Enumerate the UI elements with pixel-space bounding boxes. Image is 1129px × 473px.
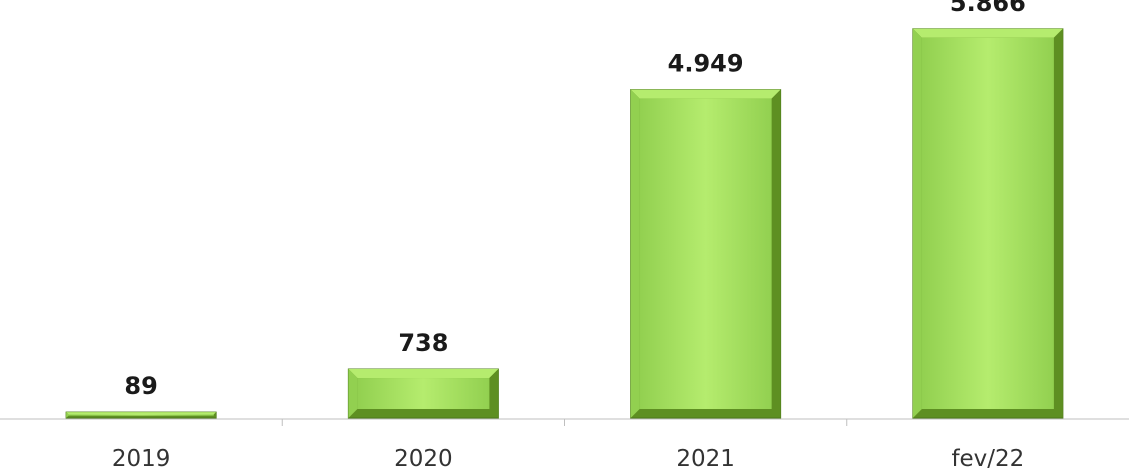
bar-face: [921, 37, 1054, 409]
data-label: 738: [398, 329, 448, 357]
bar-2020: [347, 368, 499, 419]
bars-layer: [65, 28, 1064, 419]
bar-bevel-right: [213, 412, 217, 418]
x-tick-label: 2020: [394, 446, 453, 472]
data-label: 5.866: [950, 0, 1026, 17]
bar-bevel-right: [1053, 28, 1063, 418]
bar-bevel-top: [912, 28, 1063, 38]
bar-bevel-left: [348, 369, 358, 418]
data-label: 4.949: [668, 50, 744, 78]
bar-bevel-left: [912, 28, 922, 418]
bar-face: [357, 378, 490, 409]
x-tick-label: 2021: [676, 446, 735, 472]
x-tick-label: 2019: [112, 446, 171, 472]
bar-bevel-left: [66, 412, 69, 418]
bar-bevel-left: [630, 89, 640, 418]
bar-face: [639, 98, 772, 409]
bar-face: [68, 414, 214, 416]
labels-layer: 89 2019 738 2020 4.949 2021 5.866 fev/22: [112, 0, 1026, 472]
bar-bevel-top: [348, 369, 499, 379]
x-axis-ticks: [281, 419, 848, 426]
data-label: 89: [124, 372, 157, 400]
bar-2021: [630, 89, 782, 419]
x-tick-label: fev/22: [951, 446, 1024, 472]
bar-bevel-right: [489, 369, 499, 418]
bar-bevel-right: [771, 89, 781, 418]
bar-bevel-top: [630, 89, 781, 99]
bar-fev/22: [912, 28, 1064, 419]
bar-bevel-top: [66, 412, 217, 415]
bar-2019: [65, 411, 217, 419]
